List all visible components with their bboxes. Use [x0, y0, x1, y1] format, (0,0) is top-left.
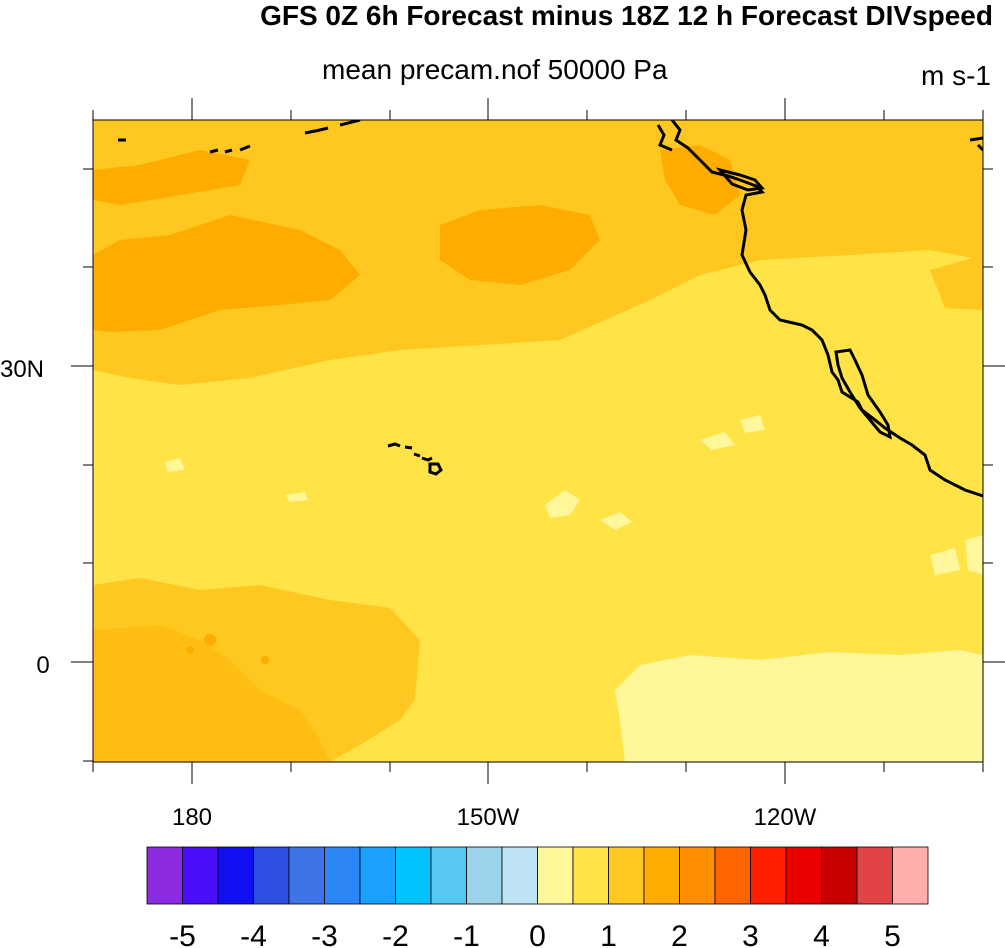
field-light-patch [165, 458, 185, 472]
field-high-region-north-2 [440, 205, 600, 285]
lon-tick-label: 150W [457, 804, 520, 831]
colorbar-swatch [856, 846, 893, 905]
alaska-coastline-fragment [656, 124, 673, 152]
colorbar-label: 1 [600, 920, 617, 948]
colorbar-swatch [430, 846, 467, 905]
map-subtitle: mean precam.nof 50000 Pa [322, 54, 668, 85]
colorbar-label: -4 [240, 920, 267, 948]
colorbar-swatch [892, 846, 929, 905]
lat-tick-label: 0 [36, 652, 49, 679]
colorbar-swatch [217, 846, 254, 905]
vancouver-island-outline [715, 167, 765, 192]
field-light-patch [930, 548, 960, 575]
coastline-layer [118, 120, 983, 498]
field-high-spot [186, 646, 194, 654]
field-light-region [615, 650, 983, 762]
plot-frame [92, 119, 984, 763]
colorbar-swatch [785, 846, 822, 905]
colorbar-swatch [146, 846, 183, 905]
colorbar-label: 2 [671, 920, 688, 948]
colorbar-label: -2 [382, 920, 409, 948]
units-label: m s-1 [921, 60, 991, 91]
colorbar-swatch [324, 846, 361, 905]
forecast-difference-field [93, 120, 983, 762]
colorbar-swatch [572, 846, 609, 905]
field-mid-region-south [93, 578, 420, 762]
colorbar-swatch [466, 846, 503, 905]
colorbar-swatch [359, 846, 396, 905]
tick-marks [71, 98, 1005, 784]
colorbar: -5 -4 -3 -2 -1 0 1 2 3 4 5 [146, 846, 929, 948]
field-light-patch [285, 492, 308, 502]
colorbar-label: 0 [529, 920, 546, 948]
coastline-fragment-east [969, 136, 983, 152]
colorbar-swatch [643, 846, 680, 905]
colorbar-swatch [821, 846, 858, 905]
field-light-patch [700, 432, 735, 450]
colorbar-label: -1 [453, 920, 480, 948]
colorbar-label: 3 [742, 920, 759, 948]
lon-tick-label: 120W [754, 804, 817, 831]
field-high-region-north-3 [93, 150, 250, 205]
colorbar-swatch [182, 846, 219, 905]
hawaiian-islands [387, 442, 443, 476]
field-high-region-east [930, 255, 983, 310]
colorbar-label: -3 [311, 920, 338, 948]
colorbar-label: 5 [884, 920, 901, 948]
colorbar-swatch [537, 846, 574, 905]
field-light-patch [545, 490, 580, 518]
colorbar-swatch [395, 846, 432, 905]
field-high-region-north-4 [660, 145, 740, 215]
colorbar-label: 4 [813, 920, 830, 948]
colorbar-swatch [679, 846, 716, 905]
field-high-spot [204, 634, 216, 646]
lat-tick-label: 30N [0, 356, 44, 383]
baja-california-outline [834, 348, 892, 440]
aleutian-islands [209, 120, 361, 154]
north-america-coastline [670, 120, 983, 498]
field-light-patch [965, 535, 983, 575]
colorbar-swatch [608, 846, 645, 905]
colorbar-label: -5 [169, 920, 196, 948]
colorbar-swatch [288, 846, 325, 905]
colorbar-swatch [501, 846, 538, 905]
field-high-spot [261, 656, 269, 664]
lon-tick-label: 180 [172, 804, 212, 831]
colorbar-swatch [253, 846, 290, 905]
field-high-region-south [93, 625, 330, 762]
field-high-region-north-1 [93, 215, 360, 332]
field-light-patch [740, 415, 765, 433]
field-light-patch [600, 512, 632, 530]
colorbar-swatch [714, 846, 751, 905]
colorbar-swatch [750, 846, 787, 905]
